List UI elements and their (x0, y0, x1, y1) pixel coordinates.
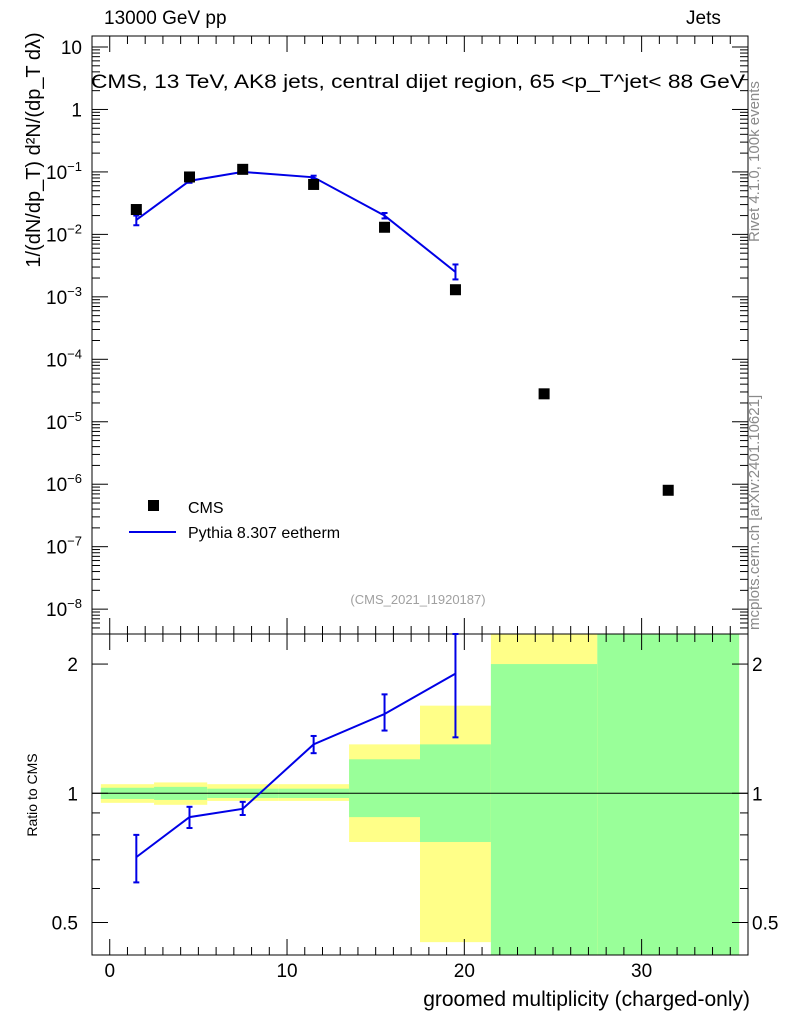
ratio-panel-frame (91, 633, 749, 956)
ratio-y-tick-label-right-1: 1 (752, 784, 763, 805)
pythia-line (135, 170, 457, 273)
cms-point-7 (662, 484, 674, 496)
analysis-id: (CMS_2021_I1920187) (350, 592, 485, 607)
ratio-y-tick-label-left-0: 0.5 (52, 913, 78, 934)
main-y-axis: 10−8 10−7 10−6 10−5 10−4 10−3 10−2 10−1 1 10 (46, 38, 748, 635)
x-tick-label-2: 20 (454, 961, 475, 982)
ratio-pythia-line (135, 672, 456, 858)
header-energy-label: 13000 GeV pp (104, 8, 227, 29)
ratio-y-tick-label-right-0: 0.5 (752, 913, 778, 934)
ratio-series (133, 633, 459, 884)
y-tick-label-8: 1 (71, 100, 82, 121)
cms-point-6 (538, 388, 550, 400)
ratio-uncertainty-bands (100, 634, 740, 955)
band-green-4 (349, 759, 420, 818)
mcplots-label: mcplots.cern.ch [arXiv:2401.10621] (746, 394, 763, 630)
y-tick-label-5: 10−3 (46, 284, 82, 309)
x-axis: 0 10 20 30 (104, 36, 731, 982)
legend-cms-marker (148, 500, 159, 511)
axis-labels: (CMS_2021_I1920187)groomed multiplicity … (23, 32, 750, 1011)
x-tick-label-1: 10 (276, 961, 297, 982)
rivet-version-label: Rivet 4.1.0, 100k events (746, 81, 763, 242)
cms-point-1 (184, 171, 196, 183)
cms-point-5 (449, 284, 461, 296)
x-axis-title: groomed multiplicity (charged-only) (423, 988, 750, 1011)
main-frame-rect (91, 35, 749, 635)
cms-point-2 (237, 163, 249, 175)
cms-point-0 (130, 204, 142, 216)
y-tick-label-9: 10 (61, 38, 82, 59)
cms-point-3 (308, 178, 320, 190)
y-tick-label-1: 10−7 (46, 534, 82, 559)
y-tick-label-7: 10−1 (46, 159, 82, 184)
ratio-y-axis-title: Ratio to CMS (24, 753, 40, 836)
cms-point-4 (379, 221, 391, 233)
legend-cms-label: CMS (188, 500, 224, 517)
x-tick-label-3: 30 (631, 961, 652, 982)
y-tick-label-3: 10−5 (46, 409, 82, 434)
header-process-label: Jets (686, 8, 721, 29)
main-series (130, 163, 674, 496)
band-green-6 (490, 664, 598, 955)
legend: CMS Pythia 8.307 eetherm (129, 500, 340, 542)
ratio-y-tick-label-left-1: 1 (67, 784, 78, 805)
band-green-7 (597, 634, 740, 955)
y-tick-label-0: 10−8 (46, 596, 82, 621)
ratio-y-tick-label-left-2: 2 (67, 655, 78, 676)
main-y-axis-title: 1/(dN/dp_T) d²N/(dp_T dλ) (23, 32, 45, 267)
y-tick-label-4: 10−4 (46, 346, 82, 371)
y-tick-label-6: 10−2 (46, 221, 82, 246)
plot-title: CMS, 13 TeV, AK8 jets, central dijet reg… (91, 72, 745, 93)
main-panel-frame (91, 35, 749, 635)
legend-pythia-label: Pythia 8.307 eetherm (188, 525, 340, 542)
ratio-frame-rect (91, 633, 749, 956)
ratio-y-axis: 0.5 0.5 1 1 2 2 (52, 655, 779, 934)
x-tick-label-0: 0 (104, 961, 115, 982)
y-tick-label-2: 10−6 (46, 471, 82, 496)
ratio-y-tick-label-right-2: 2 (752, 655, 763, 676)
